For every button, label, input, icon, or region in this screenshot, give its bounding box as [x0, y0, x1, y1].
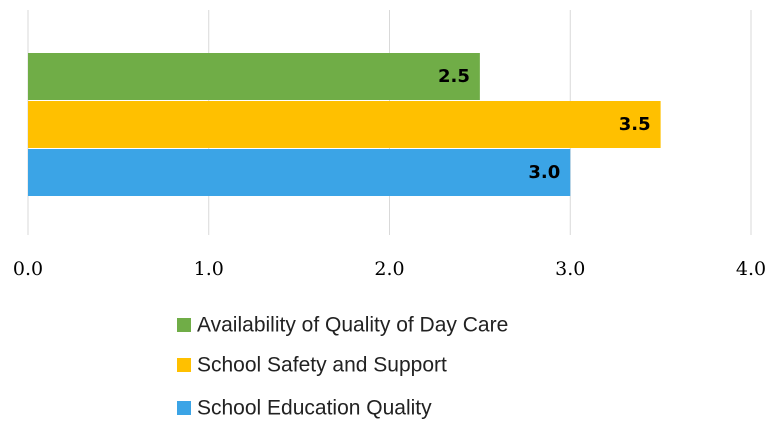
bar-value-label: 3.0: [528, 162, 560, 183]
bar: [28, 101, 661, 148]
bar-value-label: 2.5: [438, 66, 470, 87]
x-tick-label: 4.0: [736, 258, 766, 280]
legend-swatch: [177, 358, 191, 372]
x-tick-label: 0.0: [13, 258, 43, 280]
x-tick-label: 1.0: [194, 258, 224, 280]
legend-label: School Education Quality: [197, 397, 432, 420]
legend-label: Availability of Quality of Day Care: [197, 314, 508, 337]
legend-swatch: [177, 401, 191, 415]
x-tick-label: 3.0: [555, 258, 585, 280]
x-tick-label: 2.0: [374, 258, 404, 280]
bar: [28, 53, 480, 100]
bar: [28, 149, 571, 196]
legend-label: School Safety and Support: [197, 354, 447, 377]
bar-value-label: 3.5: [619, 114, 651, 135]
legend-swatch: [177, 318, 191, 332]
